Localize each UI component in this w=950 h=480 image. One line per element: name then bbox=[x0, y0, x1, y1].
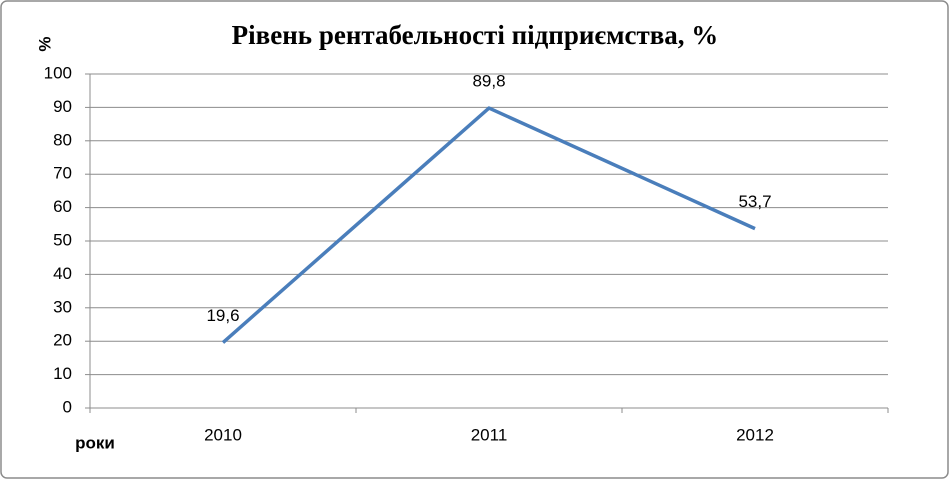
y-tick-label: 10 bbox=[53, 364, 72, 383]
chart-title: Рівень рентабельності підприємства, % bbox=[232, 20, 719, 50]
data-label: 53,7 bbox=[738, 192, 771, 211]
y-tick-label: 30 bbox=[53, 297, 72, 316]
x-tick-label: 2010 bbox=[204, 425, 242, 444]
data-label: 89,8 bbox=[472, 72, 505, 91]
line bbox=[221, 106, 756, 344]
y-tick-label: 50 bbox=[53, 230, 72, 249]
y-tick-label: 70 bbox=[53, 164, 72, 183]
y-tick-label: 0 bbox=[63, 397, 72, 416]
x-axis-title: роки bbox=[75, 433, 115, 452]
x-tick-label: 2011 bbox=[471, 425, 508, 444]
x-tick-label: 2012 bbox=[736, 425, 774, 444]
data-label: 19,6 bbox=[206, 306, 239, 325]
y-tick-label: 40 bbox=[53, 264, 72, 283]
y-axis-title: % bbox=[35, 36, 54, 51]
y-tick-label: 90 bbox=[53, 97, 72, 116]
y-tick-label: 60 bbox=[53, 197, 72, 216]
y-tick-label: 20 bbox=[53, 331, 72, 350]
y-tick-label: 80 bbox=[53, 130, 72, 149]
y-tick-label: 100 bbox=[44, 63, 72, 82]
